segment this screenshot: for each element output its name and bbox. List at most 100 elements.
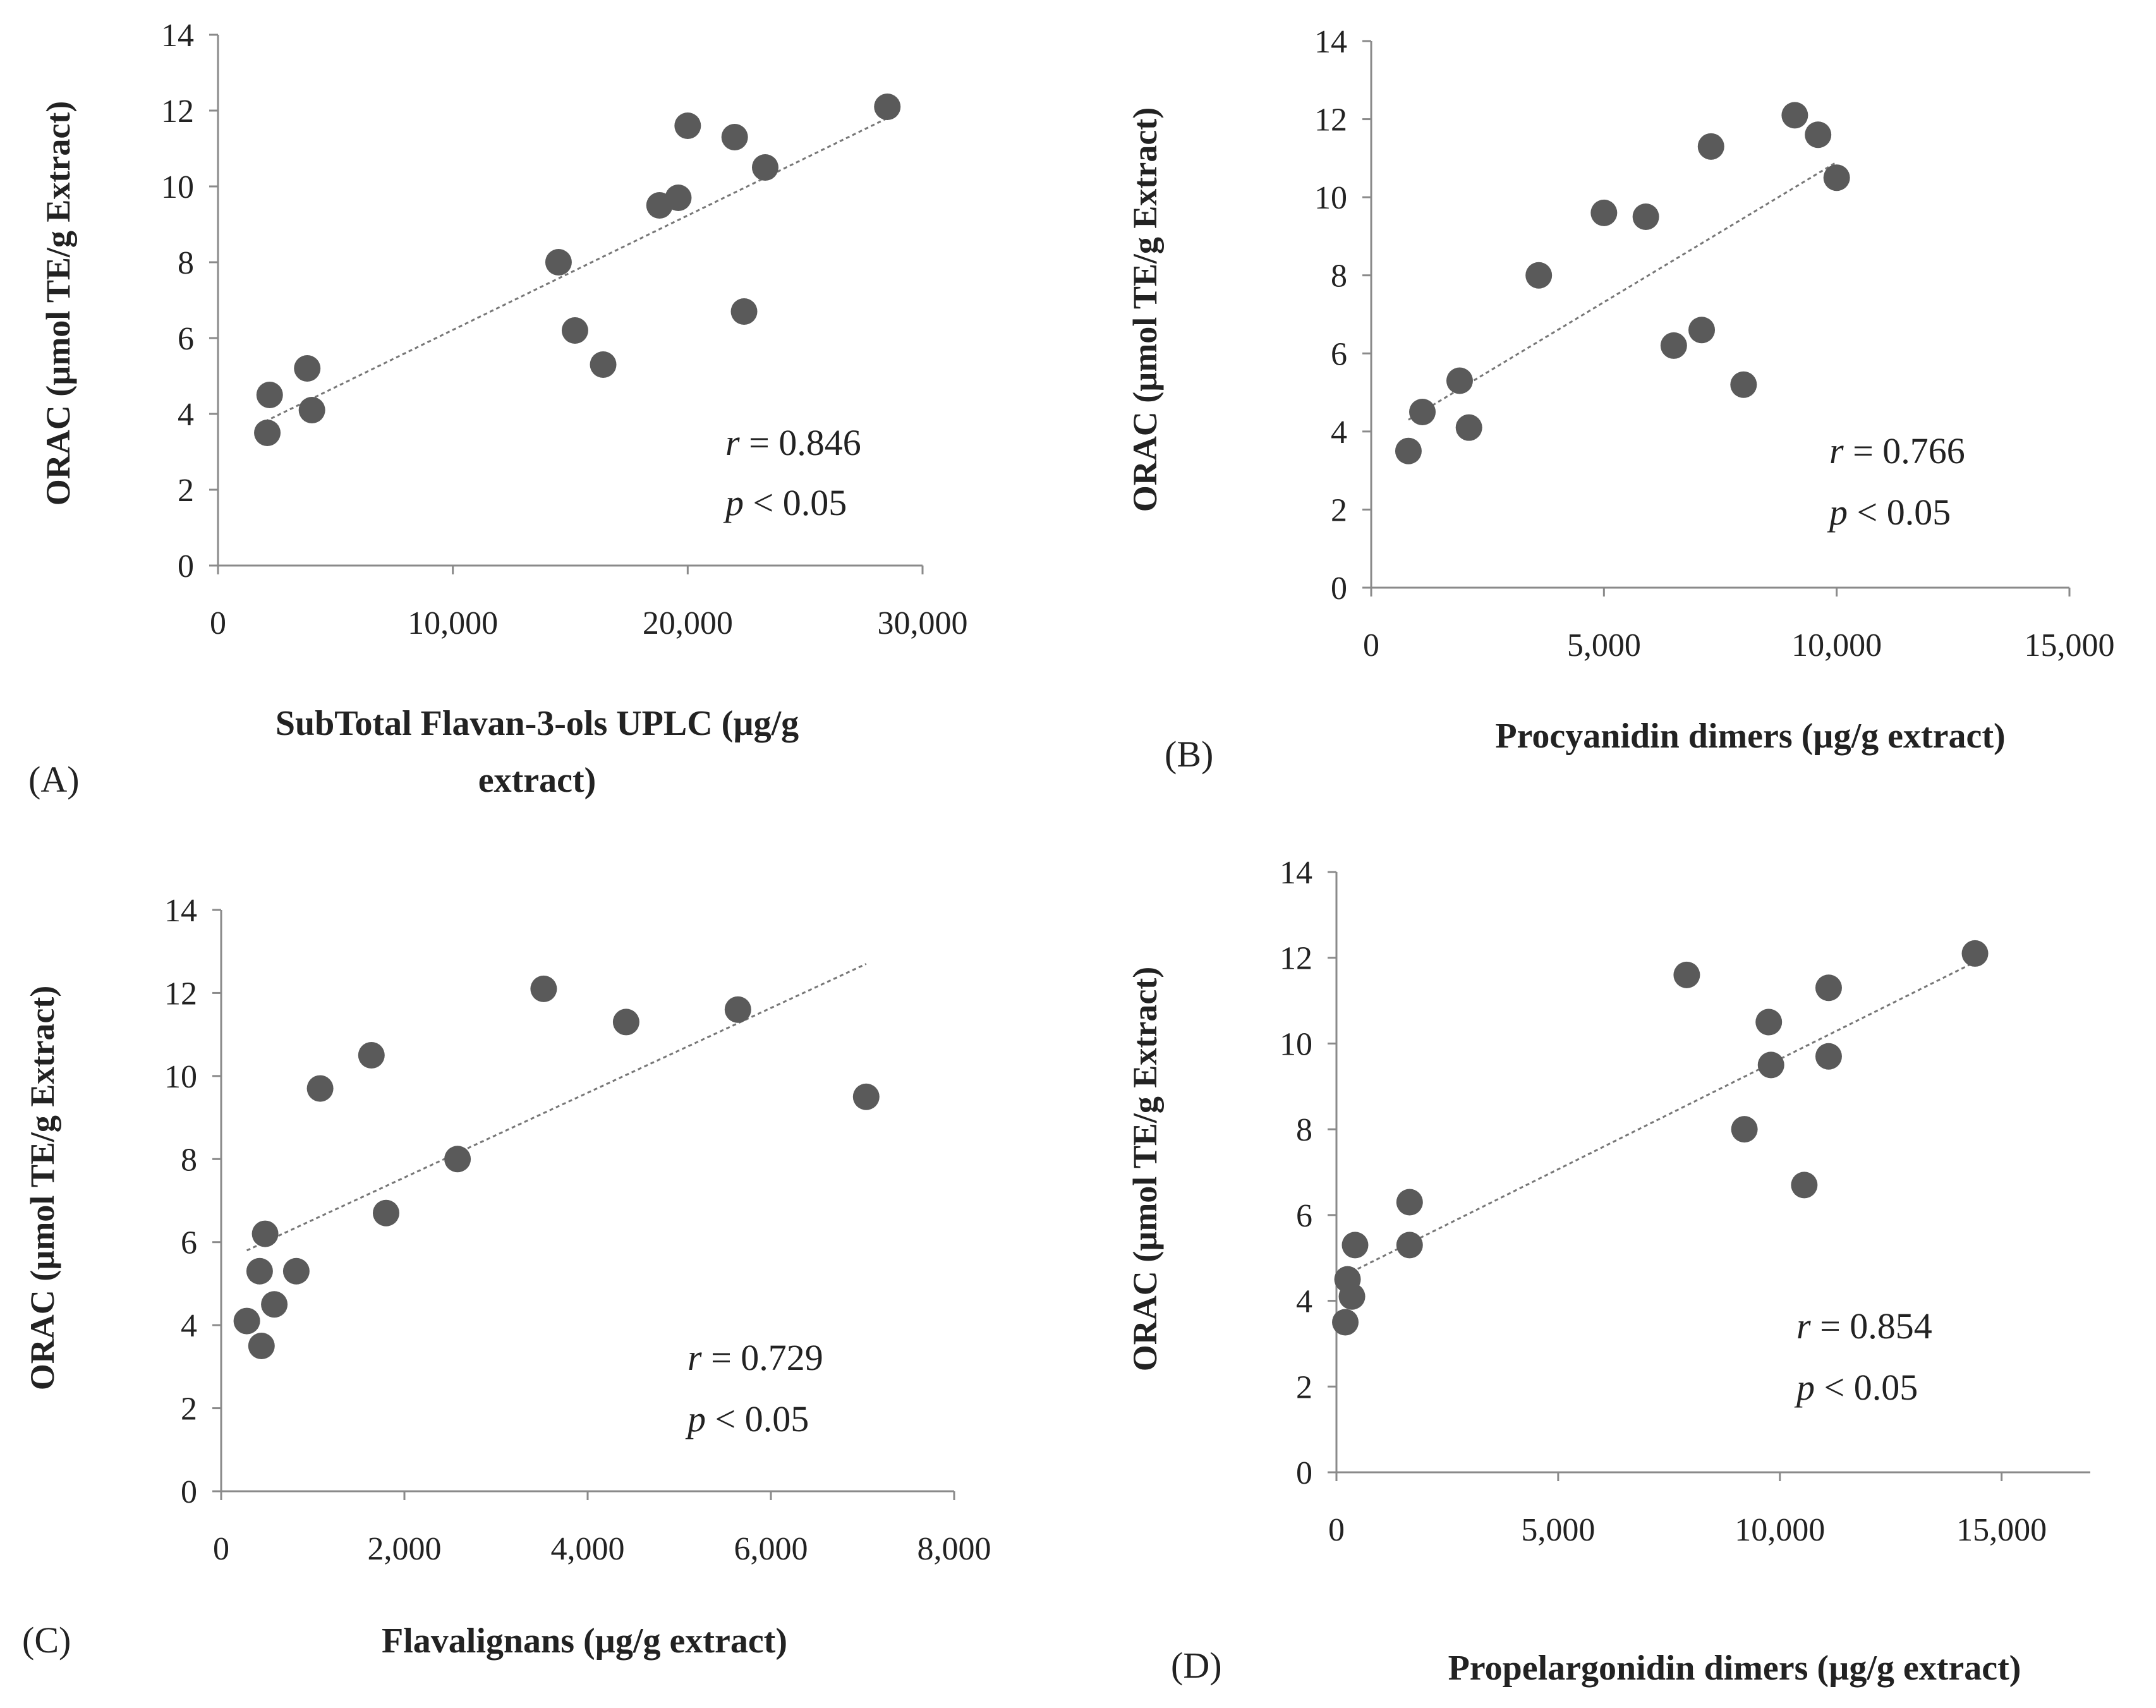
panel-b-y-tick-label: 14 [1314, 24, 1347, 60]
panel-c-data-point [282, 1257, 310, 1285]
panel-a-data-point [721, 124, 748, 150]
panel-b-y-tick-label: 10 [1314, 180, 1347, 216]
panel-d-label: (D) [1171, 1645, 1222, 1686]
panel-d-y-tick-label: 4 [1296, 1284, 1312, 1320]
panel-b-x-tick-label: 10,000 [1791, 627, 1882, 663]
panel-c-y-tick-label: 0 [181, 1474, 197, 1510]
panel-c-x-tick-label: 0 [213, 1531, 229, 1567]
panel-d-data-point [1791, 1172, 1818, 1199]
panel-c-data-point [852, 1083, 880, 1110]
panel-c-x-tick-label: 4,000 [551, 1531, 625, 1567]
panel-c-x-tick-label: 2,000 [368, 1531, 442, 1567]
panel-b-data-point [1730, 371, 1757, 398]
panel-d-data-point [1755, 1008, 1783, 1036]
panel-a-data-point [256, 382, 283, 408]
panel-d-data-point [1332, 1309, 1359, 1336]
panel-a-y-tick-label: 6 [178, 321, 194, 357]
panel-a-y-tick-label: 4 [178, 397, 194, 433]
panel-d-x-tick-label: 10,000 [1735, 1512, 1825, 1548]
panel-a-y-tick-label: 10 [161, 169, 194, 205]
panel-c-y-tick-label: 14 [164, 893, 197, 929]
panel-a-data-point [545, 249, 572, 276]
panel-d-data-point [1731, 1116, 1758, 1143]
panel-a-data-point [674, 112, 701, 139]
panel-b-y-axis-label: ORAC (µmol TE/g Extract) [1126, 107, 1164, 512]
panel-b-label: (B) [1165, 734, 1213, 775]
panel-c-data-point [261, 1291, 288, 1318]
panel-b-x-tick-label: 15,000 [2025, 627, 2115, 663]
panel-b-y-tick-label: 8 [1331, 258, 1347, 294]
panel-d-data-point [1961, 940, 1989, 967]
panel-b-data-point [1781, 102, 1808, 129]
panel-b-data-point [1590, 199, 1618, 226]
panel-a-x-axis-label-line1: SubTotal Flavan-3-ols UPLC (µg/g [276, 704, 799, 743]
panel-d-data-point [1815, 974, 1842, 1002]
panel-b-p-value: p < 0.05 [1827, 492, 1951, 533]
panel-b-data-point [1395, 437, 1422, 464]
panel-a-p-value: p < 0.05 [723, 482, 847, 523]
panel-b-data-point [1688, 317, 1716, 344]
panel-d-data-point [1673, 961, 1700, 988]
panel-a-y-tick-label: 12 [161, 94, 194, 130]
panel-c-data-point [248, 1333, 275, 1359]
panel-c-y-tick-label: 4 [181, 1308, 197, 1344]
panel-c-data-point [358, 1042, 385, 1069]
panel-b-data-point [1446, 367, 1473, 394]
panel-b-data-point [1823, 164, 1850, 191]
panel-b-data-point [1632, 203, 1659, 231]
panel-d-data-point [1396, 1189, 1423, 1216]
panel-d-x-axis-label: Propelargonidin dimers (µg/g extract) [1448, 1649, 2021, 1688]
panel-b-x-tick-label: 5,000 [1567, 627, 1641, 663]
panel-b-y-tick-label: 0 [1331, 571, 1347, 607]
panel-d-data-point [1815, 1043, 1842, 1070]
panel-c-y-tick-label: 6 [181, 1225, 197, 1261]
panel-b-data-point [1660, 332, 1687, 359]
panel-a-data-point [298, 397, 325, 423]
panel-b-data-point [1409, 398, 1436, 425]
panel-a-x-axis-label-line2: extract) [478, 761, 597, 800]
panel-b-data-point [1697, 133, 1724, 160]
panel-a-y-tick-label: 2 [178, 473, 194, 509]
panel-d: ORAC (µmol TE/g Extract) Propelargonidin… [1126, 855, 2090, 1688]
panel-a-data-point [254, 420, 281, 446]
panel-a-x-tick-label: 30,000 [878, 605, 968, 641]
panel-d-p-value: p < 0.05 [1794, 1367, 1918, 1408]
panel-d-y-tick-label: 0 [1296, 1455, 1312, 1491]
panel-d-y-axis-label: ORAC (µmol TE/g Extract) [1126, 967, 1164, 1372]
panel-a-data-point [294, 355, 321, 382]
panel-c-y-tick-label: 10 [164, 1059, 197, 1095]
panel-d-data-point [1396, 1232, 1423, 1259]
panel-b-x-tick-label: 0 [1363, 627, 1379, 663]
panel-d-y-tick-label: 12 [1280, 941, 1312, 977]
panel-a-data-point [730, 298, 758, 325]
panel-c-y-axis-label: ORAC (µmol TE/g Extract) [23, 986, 61, 1391]
panel-d-x-tick-label: 5,000 [1521, 1512, 1595, 1548]
panel-c-data-point [530, 975, 557, 1002]
panel-c-x-axis-label: Flavalignans (µg/g extract) [382, 1621, 787, 1661]
panel-d-x-tick-label: 15,000 [1956, 1512, 2047, 1548]
panel-a-data-point [874, 94, 901, 120]
panel-c-data-point [246, 1257, 273, 1285]
panel-c-data-point [373, 1199, 399, 1226]
panel-a-data-point [561, 317, 588, 344]
panel-b-y-tick-label: 4 [1331, 415, 1347, 451]
panel-c-data-point [233, 1307, 260, 1335]
panel-a-trendline [264, 117, 888, 423]
panel-a-r-value: r = 0.846 [725, 422, 861, 463]
panel-d-y-tick-label: 8 [1296, 1112, 1312, 1148]
panel-c-x-tick-label: 6,000 [734, 1531, 808, 1567]
panel-c-x-tick-label: 8,000 [918, 1531, 991, 1567]
panel-d-y-tick-label: 10 [1280, 1026, 1312, 1062]
panel-c-data-point [724, 996, 751, 1023]
panel-d-data-point [1341, 1232, 1369, 1259]
panel-c: ORAC (µmol TE/g Extract) Flavalignans (µ… [22, 893, 991, 1661]
panel-a-x-tick-label: 0 [210, 605, 226, 641]
panel-b: ORAC (µmol TE/g Extract) Procyanidin dim… [1126, 24, 2115, 775]
panel-c-data-point [251, 1220, 279, 1247]
panel-a-x-tick-label: 20,000 [643, 605, 733, 641]
panel-c-data-point [612, 1008, 639, 1036]
panel-a-data-point [665, 185, 692, 211]
panel-a-y-tick-label: 0 [178, 548, 194, 584]
panel-a-data-point [751, 154, 778, 181]
